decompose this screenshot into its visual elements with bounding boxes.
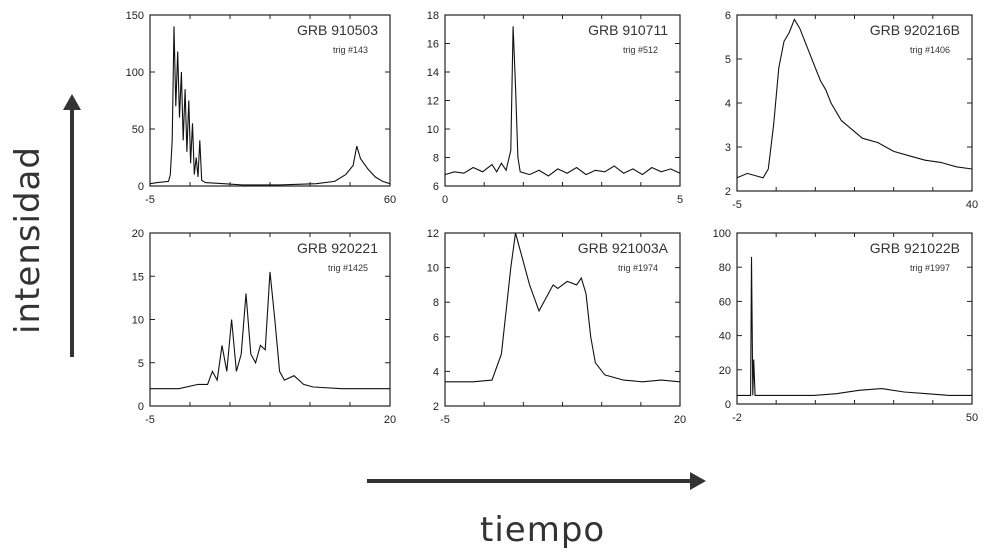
x-tick-label: 60 [384,194,396,206]
y-tick-label: 20 [132,228,144,240]
chart-subtitle: trig #1425 [328,263,368,273]
light-curve-line [149,26,391,186]
light-curve-line [736,18,973,179]
chart-panel: 0 50 100 150 -5 60 GRB 910503 trig #143 [126,10,396,206]
chart-title: GRB 920216B [870,22,960,38]
chart-subtitle: trig #1406 [910,45,950,55]
y-tick-label: 5 [138,358,144,370]
y-tick-label: 10 [427,263,439,275]
chart-panel: 2 4 6 8 10 12 -5 20 GRB 921003A trig #1974 [427,228,686,426]
plot-frame [149,232,391,407]
chart-panel: 2 3 4 5 6 -5 40 GRB 920216B trig #1406 [725,10,978,211]
x-tick-label: 20 [674,414,686,426]
chart-title: GRB 910503 [297,22,378,38]
y-tick-label: 150 [126,10,144,22]
y-tick-label: 0 [725,399,731,411]
light-curve-line [737,256,972,396]
x-tick-label: 50 [966,412,978,424]
y-tick-label: 4 [725,98,731,110]
plot-frame [736,232,973,405]
x-tick-label: 5 [677,194,683,206]
y-tick-label: 15 [132,271,144,283]
y-tick-label: 18 [427,10,439,22]
y-tick-label: 14 [427,67,439,79]
x-tick-label: -5 [145,194,155,206]
y-tick-label: 8 [433,297,439,309]
y-tick-label: 2 [725,186,731,198]
light-curve-line [150,271,390,390]
chart-subtitle: trig #512 [623,45,658,55]
chart-panel: 6 8 10 12 14 16 18 0 5 GRB 910711 trig #512 [427,10,683,206]
x-tick-label: -5 [440,414,450,426]
y-tick-label: 60 [719,296,731,308]
x-axis-title: tiempo [480,510,606,550]
y-tick-label: 16 [427,39,439,51]
y-tick-label: 10 [132,315,144,327]
plot-frame [444,14,681,187]
y-axis-title-text: intensidad [8,146,48,334]
x-tick-label: -5 [732,199,742,211]
y-tick-label: 10 [427,124,439,136]
y-tick-label: 8 [433,153,439,165]
y-tick-label: 4 [433,366,439,378]
y-tick-label: 100 [713,228,731,240]
chart-subtitle: trig #1974 [618,263,658,273]
y-tick-label: 12 [427,96,439,108]
plot-frame [444,232,681,407]
chart-title: GRB 921022B [870,240,960,256]
chart-title: GRB 921003A [578,240,669,256]
y-tick-label: 40 [719,331,731,343]
y-tick-label: 12 [427,228,439,240]
y-tick-label: 6 [725,10,731,22]
chart-title: GRB 920221 [297,240,378,256]
y-tick-label: 100 [126,67,144,79]
y-tick-label: 20 [719,365,731,377]
plot-frame [736,14,973,192]
x-arrow-head [690,472,706,490]
y-tick-label: 80 [719,262,731,274]
chart-subtitle: trig #1997 [910,263,950,273]
y-tick-label: 50 [132,124,144,136]
x-tick-label: -2 [732,412,742,424]
chart-panel: 0 20 40 60 80 100 -2 50 GRB 921022B trig #1997 [713,228,978,424]
y-tick-label: 3 [725,142,731,154]
y-tick-label: 0 [138,401,144,413]
light-curve-line [445,232,681,383]
y-tick-label: 2 [433,401,439,413]
y-arrow-head [63,94,81,110]
light-curve-line [444,26,681,177]
x-tick-label: 0 [442,194,448,206]
chart-subtitle: trig #143 [333,45,368,55]
y-tick-label: 6 [433,332,439,344]
x-tick-label: 40 [966,199,978,211]
x-tick-label: -5 [145,414,155,426]
chart-title: GRB 910711 [588,22,668,38]
y-tick-label: 0 [138,181,144,193]
x-tick-label: 20 [384,414,396,426]
chart-panel: 0 5 10 15 20 -5 20 GRB 920221 trig #1425 [132,228,396,426]
y-axis-title: intensidad [8,146,48,334]
y-tick-label: 6 [433,181,439,193]
y-tick-label: 5 [725,54,731,66]
